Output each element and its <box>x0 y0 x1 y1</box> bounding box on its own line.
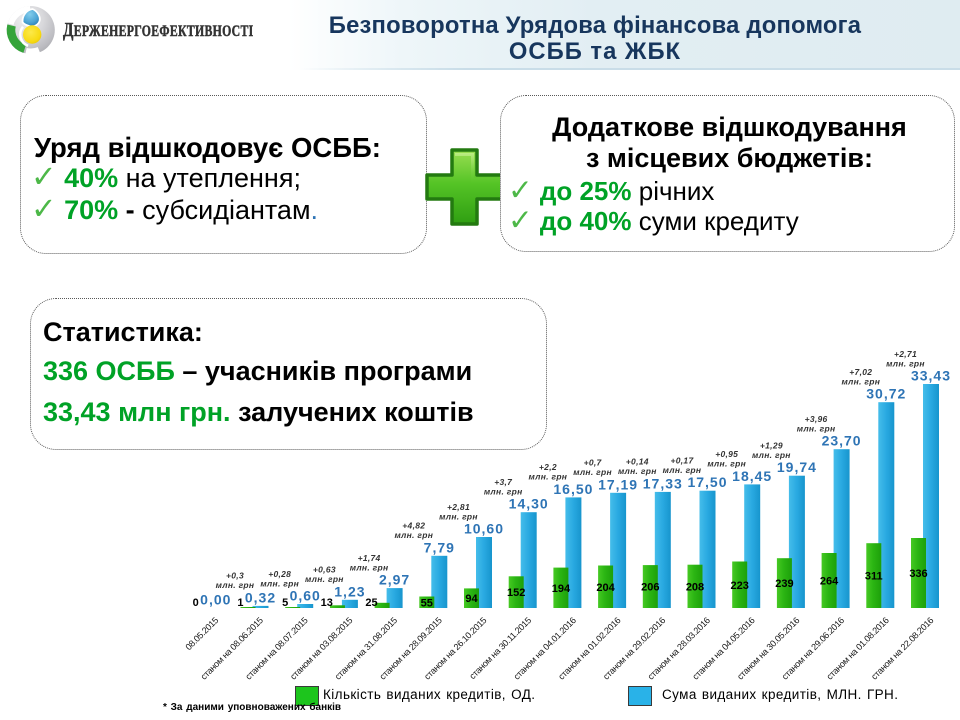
svg-text:17,19: 17,19 <box>598 476 638 492</box>
svg-text:14,30: 14,30 <box>509 496 549 512</box>
svg-text:млн. грн: млн. грн <box>886 358 925 368</box>
svg-text:13: 13 <box>321 597 333 609</box>
svg-text:0: 0 <box>193 597 199 609</box>
svg-text:+0,95: +0,95 <box>715 449 738 459</box>
svg-text:+0,17: +0,17 <box>670 456 694 466</box>
svg-text:+1,29: +1,29 <box>760 441 783 451</box>
svg-text:152: 152 <box>507 587 525 599</box>
svg-text:55: 55 <box>421 597 433 609</box>
svg-text:08.05.2015: 08.05.2015 <box>183 615 220 652</box>
svg-text:млн. грн: млн. грн <box>707 459 746 469</box>
svg-text:311: 311 <box>865 571 883 583</box>
svg-text:+3,96: +3,96 <box>805 414 828 424</box>
svg-text:17,33: 17,33 <box>643 475 683 491</box>
svg-text:+2,81: +2,81 <box>447 502 470 512</box>
svg-text:млн. грн: млн. грн <box>305 574 344 584</box>
svg-text:+0,3: +0,3 <box>226 571 244 581</box>
svg-text:млн. грн: млн. грн <box>260 578 299 588</box>
svg-text:25: 25 <box>365 597 377 609</box>
svg-text:+0,7: +0,7 <box>584 458 603 468</box>
svg-text:204: 204 <box>596 582 615 594</box>
svg-text:0,00: 0,00 <box>200 592 231 608</box>
svg-text:19,74: 19,74 <box>777 459 817 475</box>
svg-text:млн. грн: млн. грн <box>841 377 880 387</box>
svg-text:1: 1 <box>237 597 243 609</box>
svg-text:млн. грн: млн. грн <box>618 466 657 476</box>
svg-text:млн. грн: млн. грн <box>394 530 433 540</box>
svg-text:+0,28: +0,28 <box>268 569 291 579</box>
svg-text:264: 264 <box>820 576 839 588</box>
svg-text:336: 336 <box>909 568 927 580</box>
svg-text:+0,63: +0,63 <box>313 565 336 575</box>
svg-text:7,79: 7,79 <box>424 539 455 555</box>
svg-text:млн. грн: млн. грн <box>484 487 523 497</box>
svg-text:23,70: 23,70 <box>822 433 862 449</box>
svg-text:208: 208 <box>686 581 704 593</box>
svg-text:17,50: 17,50 <box>687 474 727 490</box>
svg-text:млн. грн: млн. грн <box>797 424 836 434</box>
svg-text:+4,82: +4,82 <box>402 521 425 531</box>
svg-text:223: 223 <box>731 580 749 592</box>
svg-text:0,32: 0,32 <box>245 589 276 605</box>
svg-text:+1,74: +1,74 <box>358 553 381 563</box>
svg-text:10,60: 10,60 <box>464 521 504 537</box>
svg-text:+2,71: +2,71 <box>894 349 917 359</box>
svg-text:239: 239 <box>775 578 793 590</box>
svg-text:5: 5 <box>282 597 288 609</box>
svg-text:млн. грн: млн. грн <box>216 580 255 590</box>
svg-text:0,60: 0,60 <box>290 588 321 604</box>
svg-text:1,23: 1,23 <box>334 583 365 599</box>
svg-text:млн. грн: млн. грн <box>350 562 389 572</box>
svg-text:млн. грн: млн. грн <box>529 472 568 482</box>
svg-text:206: 206 <box>641 582 659 594</box>
svg-text:+7,02: +7,02 <box>849 367 872 377</box>
svg-text:18,45: 18,45 <box>732 468 772 484</box>
svg-text:+2,2: +2,2 <box>539 462 557 472</box>
svg-text:94: 94 <box>465 593 478 605</box>
svg-text:млн. грн: млн. грн <box>439 511 478 521</box>
svg-text:33,43: 33,43 <box>911 368 951 384</box>
svg-text:млн. грн: млн. грн <box>573 467 612 477</box>
svg-text:млн. грн: млн. грн <box>752 450 791 460</box>
svg-text:2,97: 2,97 <box>379 572 410 588</box>
svg-text:194: 194 <box>552 583 571 595</box>
svg-text:30,72: 30,72 <box>866 386 906 402</box>
svg-text:+0,14: +0,14 <box>626 457 649 467</box>
svg-text:млн. грн: млн. грн <box>663 465 702 475</box>
svg-text:+3,7: +3,7 <box>494 477 513 487</box>
svg-text:16,50: 16,50 <box>553 481 593 497</box>
